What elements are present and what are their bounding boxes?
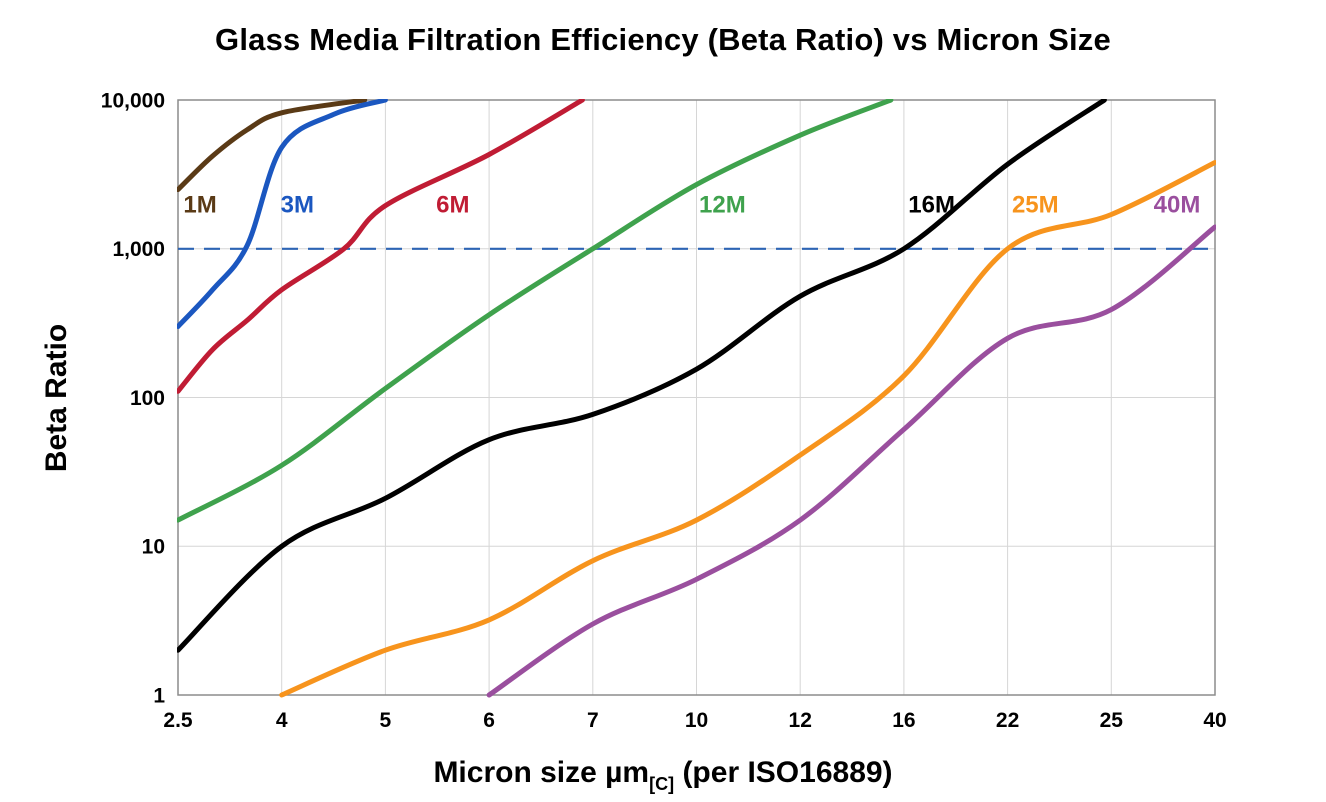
series-label-3M: 3M — [281, 191, 314, 218]
series-label-25M: 25M — [1012, 191, 1059, 218]
y-tick-label: 10 — [142, 536, 165, 559]
y-tick-label: 10,000 — [101, 89, 165, 112]
x-tick-label: 10 — [685, 709, 708, 732]
chart-title: Glass Media Filtration Efficiency (Beta … — [215, 22, 1111, 57]
series-label-6M: 6M — [436, 191, 469, 218]
plot-border — [177, 99, 1216, 696]
x-tick-label: 2.5 — [163, 709, 193, 732]
x-axis-label-main: Micron size µm — [433, 756, 650, 789]
x-tick-label: 22 — [996, 709, 1019, 732]
x-tick-label: 7 — [587, 709, 599, 732]
x-axis-label-subscript: [C] — [649, 774, 675, 794]
x-axis-label: Micron size µm[C] (per ISO16889) — [0, 756, 1326, 795]
series-label-1M: 1M — [183, 191, 216, 218]
x-axis-label-tail: (per ISO16889) — [674, 756, 893, 789]
series-label-40M: 40M — [1154, 191, 1201, 218]
series-line-40M — [486, 224, 1216, 698]
x-tick-label: 5 — [380, 709, 392, 732]
x-tick-label: 40 — [1203, 709, 1226, 732]
series-line-25M — [279, 160, 1216, 698]
series-line-12M — [177, 99, 894, 523]
y-axis-label: Beta Ratio — [40, 323, 73, 473]
series-label-12M: 12M — [699, 191, 746, 218]
series-label-16M: 16M — [908, 191, 955, 218]
x-tick-label: 12 — [789, 709, 812, 732]
y-tick-label: 1 — [153, 684, 165, 707]
x-tick-label: 16 — [892, 709, 915, 732]
series-line-16M — [177, 99, 1107, 653]
series-line-6M — [177, 99, 585, 394]
y-tick-label: 1,000 — [112, 238, 165, 261]
x-tick-label: 6 — [483, 709, 495, 732]
series-line-3M — [177, 99, 388, 329]
x-tick-label: 4 — [276, 709, 288, 732]
series-line-1M — [177, 99, 368, 193]
y-tick-label: 100 — [130, 387, 165, 410]
x-tick-label: 25 — [1100, 709, 1124, 732]
